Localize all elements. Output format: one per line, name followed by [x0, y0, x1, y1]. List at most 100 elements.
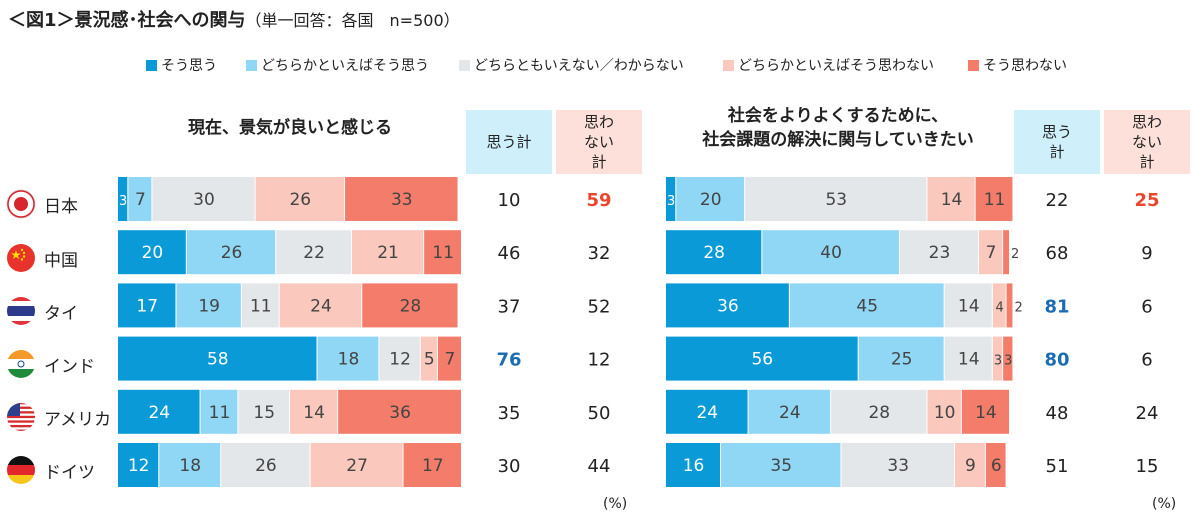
agree-total-value: 37 [498, 296, 521, 317]
bar-value-label: 3 [667, 194, 675, 209]
bar-segment [992, 283, 1006, 328]
bar-segment [437, 336, 461, 381]
bar-value-label: 23 [929, 243, 951, 263]
bar-value-label: 7 [986, 243, 997, 263]
right-panel-title: 社会をよりよくするために、 社会課題の解決に関与していきたい [702, 106, 974, 150]
bar-segment [420, 336, 437, 381]
bar-segment [1006, 283, 1013, 328]
bar-segment [992, 336, 1003, 381]
left-disagree-total-header: 思わない計 [556, 110, 642, 174]
bar-value-label: 11 [209, 403, 231, 423]
bar-value-label: 26 [289, 190, 311, 210]
agree-total-value: 81 [1044, 296, 1069, 317]
bar-value-label: 16 [683, 456, 705, 476]
figure-title: ＜図1＞景況感･社会への関与（単一回答：各国 n=500） [8, 6, 460, 32]
bar-segment [118, 336, 317, 381]
bar-segment [666, 230, 762, 275]
bar-segment [831, 389, 927, 434]
agree-total-value: 48 [1046, 403, 1069, 424]
bar-value-label: 5 [424, 350, 435, 370]
bar-segment [944, 283, 992, 328]
bar-value-label: 40 [820, 243, 842, 263]
right-agree-total-header: 思う計 [1014, 110, 1100, 174]
bar-segment [676, 177, 745, 221]
bar-value-label: 2 [1014, 300, 1022, 315]
country-label-japan: 日本 [6, 184, 78, 224]
country-label-china: 中国 [6, 238, 78, 278]
legend-item: そう思わない [968, 55, 1067, 75]
bar-segment [403, 443, 461, 487]
agree-total-value: 80 [1044, 350, 1069, 371]
legend-label: そう思う [161, 58, 217, 74]
bar-segment [241, 283, 279, 328]
legend-swatch [968, 59, 979, 71]
agree-total-value: 68 [1046, 243, 1069, 264]
bar-segment [255, 177, 345, 221]
bar-value-label: 11 [432, 243, 454, 263]
legend-label: どちらともいえない／わからない [474, 58, 684, 74]
bar-segment [128, 177, 152, 221]
bar-value-label: 12 [389, 350, 411, 370]
bar-value-label: 21 [377, 243, 399, 263]
bar-segment [789, 283, 944, 328]
bar-value-label: 28 [400, 296, 422, 316]
bar-value-label: 18 [179, 456, 201, 476]
bar-segment [118, 443, 159, 487]
disagree-total-value: 6 [1141, 296, 1152, 317]
bar-segment [279, 283, 362, 328]
agree-total-value: 30 [498, 456, 521, 477]
bar-segment [961, 389, 1009, 434]
bar-segment [899, 230, 979, 275]
bar-segment [351, 230, 424, 275]
country-name: アメリカ [44, 409, 112, 430]
bar-value-label: 27 [346, 456, 368, 476]
country-label-germany: ドイツ [6, 450, 95, 490]
bar-value-label: 14 [975, 403, 997, 423]
bar-segment [290, 389, 338, 434]
bar-segment [338, 389, 461, 434]
bar-value-label: 2 [1011, 247, 1019, 262]
bar-value-label: 33 [887, 456, 909, 476]
legend-swatch [459, 59, 470, 71]
bar-segment [118, 389, 200, 434]
disagree-total-value: 24 [1136, 403, 1159, 424]
bar-segment [118, 230, 186, 275]
agree-total-value: 35 [498, 403, 521, 424]
bar-value-label: 18 [338, 350, 360, 370]
bar-segment [345, 177, 458, 221]
bar-segment [985, 443, 1006, 487]
left-panel-title: 現在、景気が良いと感じる [188, 118, 392, 138]
agree-total-value: 51 [1046, 456, 1069, 477]
bar-value-label: 26 [221, 243, 243, 263]
legend-swatch [723, 59, 734, 71]
agree-total-value: 76 [496, 350, 521, 371]
bar-value-label: 3 [994, 354, 1002, 369]
bar-segment [745, 177, 927, 221]
bar-value-label: 45 [856, 296, 878, 316]
bar-value-label: 36 [717, 296, 739, 316]
disagree-total-value: 15 [1136, 456, 1159, 477]
bar-segment [666, 283, 789, 328]
bar-value-label: 14 [303, 403, 325, 423]
bar-segment [954, 443, 985, 487]
legend-item: どちらかといえばそう思わない [723, 55, 934, 75]
disagree-total-value: 6 [1141, 350, 1152, 371]
bar-segment [666, 177, 676, 221]
bar-value-label: 7 [135, 190, 146, 210]
bar-segment [276, 230, 351, 275]
bar-value-label: 11 [250, 296, 272, 316]
legend-label: そう思わない [983, 58, 1067, 74]
disagree-total-value: 44 [588, 456, 611, 477]
left-unit-label: (%) [603, 496, 628, 512]
figure-title-main: ＜図1＞景況感･社会への関与 [8, 10, 246, 31]
figure-subtitle: （単一回答：各国 n=500） [245, 11, 460, 30]
bar-value-label: 14 [941, 190, 963, 210]
bar-value-label: 3 [1004, 354, 1012, 369]
bar-value-label: 56 [751, 350, 773, 370]
bar-segment [118, 283, 176, 328]
bar-value-label: 24 [148, 403, 170, 423]
bar-value-label: 14 [958, 350, 980, 370]
disagree-total-value: 12 [588, 350, 611, 371]
bar-value-label: 28 [868, 403, 890, 423]
bar-value-label: 24 [696, 403, 718, 423]
